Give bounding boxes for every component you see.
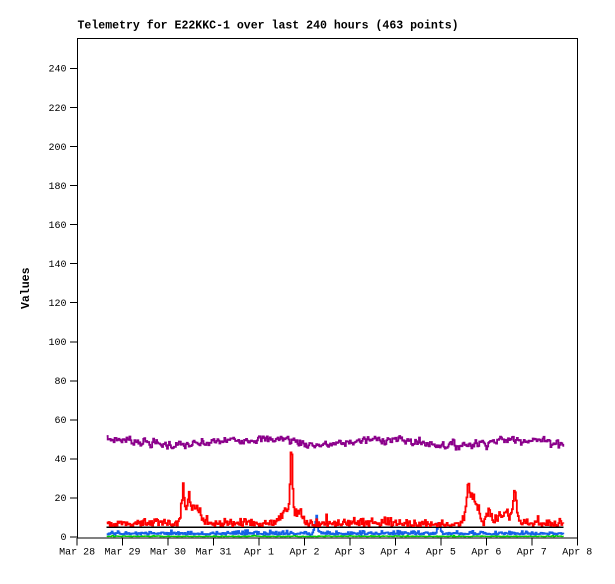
svg-text:200: 200 (48, 143, 66, 154)
svg-text:0: 0 (60, 533, 66, 544)
svg-text:20: 20 (54, 494, 66, 505)
svg-text:140: 140 (48, 260, 66, 271)
svg-text:Apr 7: Apr 7 (517, 548, 547, 559)
svg-text:Apr 8: Apr 8 (562, 548, 592, 559)
svg-text:80: 80 (54, 377, 66, 388)
svg-text:120: 120 (48, 299, 66, 310)
svg-text:Apr 5: Apr 5 (426, 548, 456, 559)
svg-text:Apr 4: Apr 4 (380, 548, 410, 559)
svg-text:240: 240 (48, 65, 66, 76)
svg-text:Apr 1: Apr 1 (244, 548, 274, 559)
svg-text:180: 180 (48, 182, 66, 193)
svg-text:Values: Values (20, 267, 33, 309)
svg-text:Apr 6: Apr 6 (471, 548, 501, 559)
svg-text:Mar 28: Mar 28 (59, 548, 95, 559)
svg-text:Mar 29: Mar 29 (105, 548, 141, 559)
svg-text:220: 220 (48, 104, 66, 115)
svg-text:160: 160 (48, 221, 66, 232)
svg-text:Apr 3: Apr 3 (335, 548, 365, 559)
svg-text:40: 40 (54, 455, 66, 466)
svg-text:Apr 2: Apr 2 (289, 548, 319, 559)
svg-text:100: 100 (48, 338, 66, 349)
svg-text:Mar 30: Mar 30 (150, 548, 186, 559)
svg-text:Telemetry for E22KKC-1 over la: Telemetry for E22KKC-1 over last 240 hou… (78, 20, 459, 33)
svg-text:60: 60 (54, 416, 66, 427)
svg-text:Mar 31: Mar 31 (196, 548, 232, 559)
